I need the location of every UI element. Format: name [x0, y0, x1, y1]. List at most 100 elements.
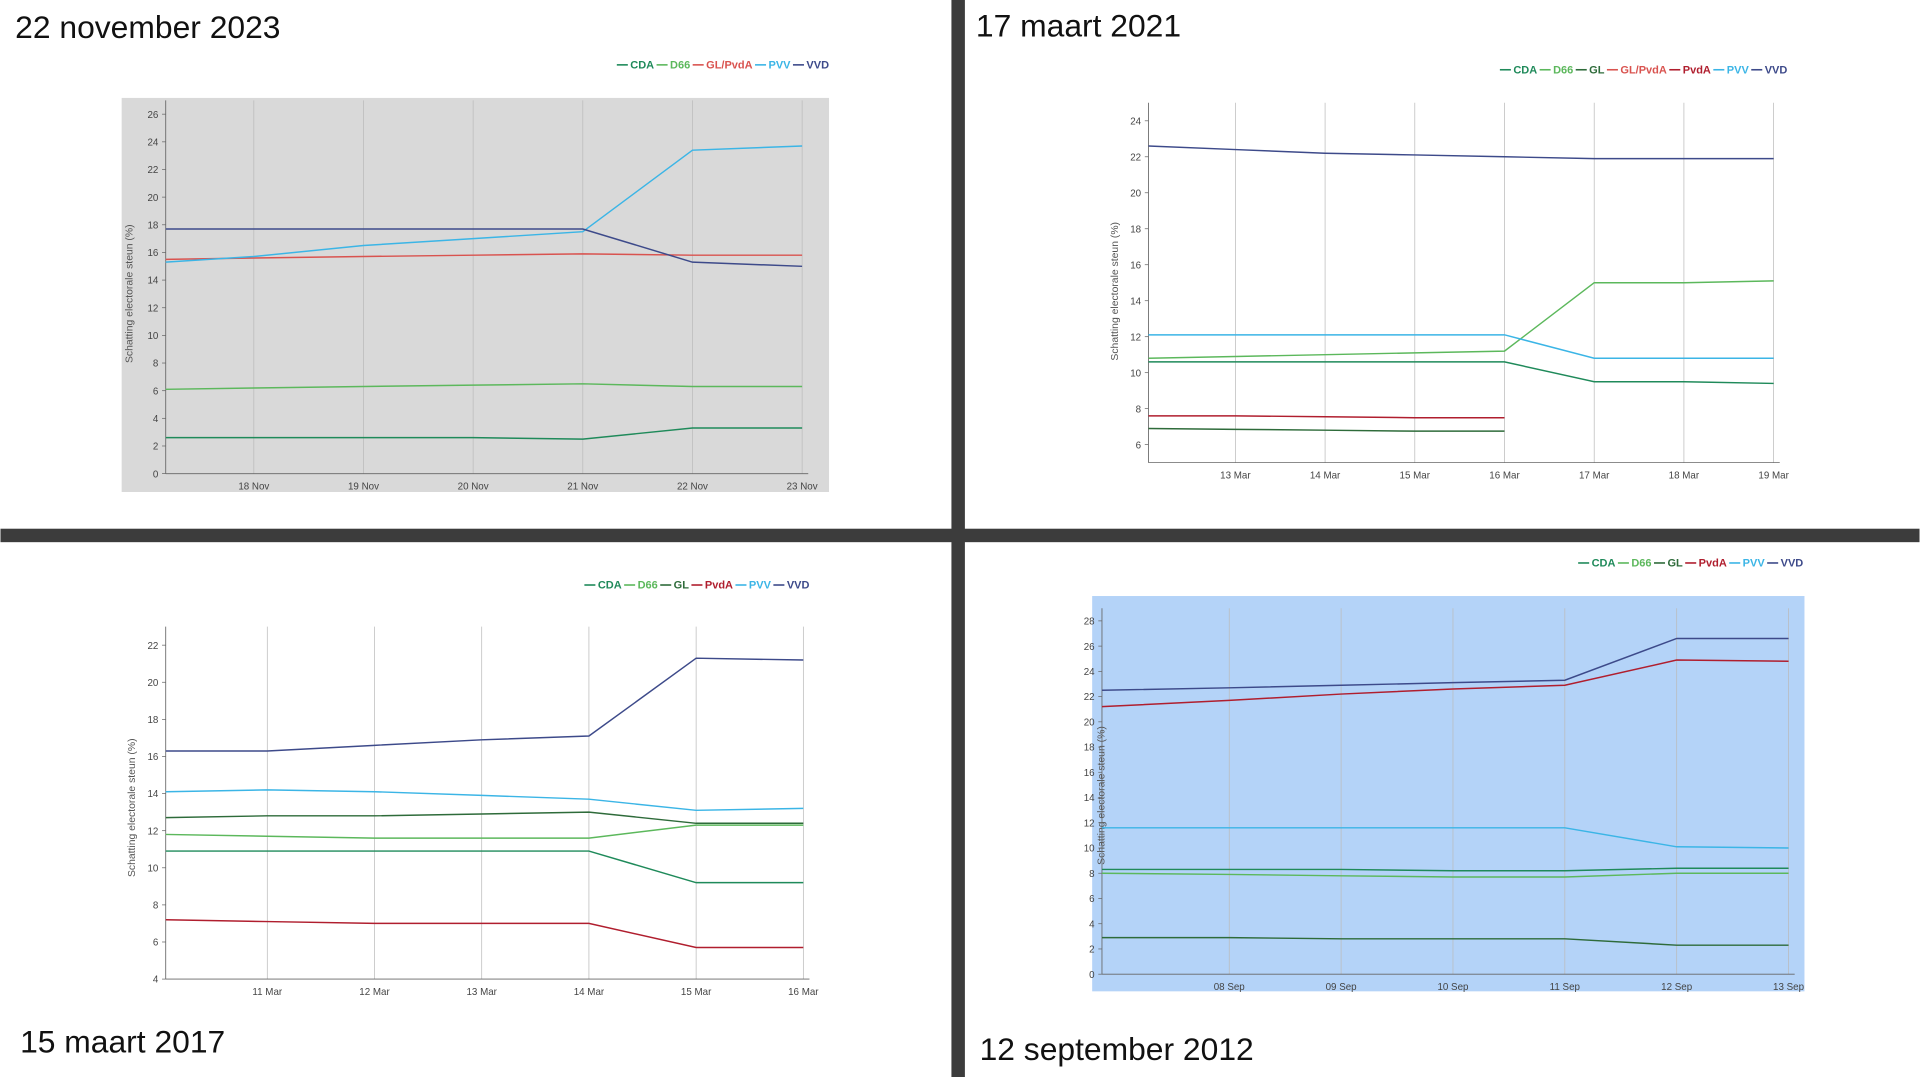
- y-tick-label: 6: [153, 938, 159, 949]
- series-line: [1101, 872, 1789, 878]
- y-tick-label: 0: [1089, 970, 1095, 981]
- series-line: [165, 145, 803, 263]
- x-tick-label: 14 Mar: [1310, 471, 1341, 482]
- series-line: [1101, 936, 1789, 946]
- legend-label: PVV: [1727, 64, 1750, 76]
- y-tick-label: 8: [1136, 404, 1142, 415]
- y-tick-label: 22: [1130, 152, 1141, 163]
- series-line: [1101, 659, 1789, 708]
- legend-label: PVV: [1743, 558, 1766, 570]
- y-tick-label: 4: [153, 414, 159, 425]
- legend-label: GL: [674, 580, 690, 592]
- y-tick-label: 14: [1084, 793, 1095, 804]
- x-tick-label: 14 Mar: [574, 987, 605, 998]
- legend-label: VVD: [1765, 64, 1788, 76]
- y-tick-label: 16: [1130, 260, 1141, 271]
- y-tick-label: 20: [147, 678, 158, 689]
- x-tick-label: 12 Mar: [359, 987, 390, 998]
- series-line: [165, 228, 803, 268]
- legend-label: D66: [670, 60, 690, 72]
- y-tick-label: 8: [153, 359, 159, 370]
- y-tick-label: 14: [147, 276, 158, 287]
- x-tick-label: 15 Mar: [681, 987, 712, 998]
- series-line: [165, 657, 804, 752]
- y-tick-label: 24: [147, 138, 158, 149]
- series-line: [165, 427, 803, 440]
- x-tick-label: 17 Mar: [1579, 471, 1610, 482]
- y-tick-label: 2: [1089, 945, 1094, 956]
- y-tick-label: 18: [1084, 743, 1095, 754]
- y-tick-label: 20: [1084, 717, 1095, 728]
- x-tick-label: 16 Mar: [788, 987, 819, 998]
- x-tick-label: 20 Nov: [458, 482, 489, 493]
- y-tick-label: 4: [153, 975, 159, 986]
- legend-label: PVV: [768, 60, 791, 72]
- y-tick-label: 24: [1084, 667, 1095, 678]
- y-tick-label: 16: [147, 752, 158, 763]
- y-tick-label: 0: [153, 469, 159, 480]
- series-line: [165, 850, 804, 884]
- x-tick-label: 12 Sep: [1661, 982, 1693, 993]
- y-tick-label: 18: [1130, 224, 1141, 235]
- series-line: [165, 383, 803, 391]
- y-tick-label: 20: [1130, 188, 1141, 199]
- x-tick-label: 18 Nov: [238, 482, 269, 493]
- y-tick-label: 18: [147, 220, 158, 231]
- legend-label: CDA: [1513, 64, 1537, 76]
- series-line: [1148, 334, 1774, 359]
- chart-title: 12 september 2012: [980, 1031, 1254, 1067]
- y-tick-label: 26: [1084, 642, 1095, 653]
- y-tick-label: 12: [147, 303, 158, 314]
- series-line: [1148, 145, 1774, 160]
- y-tick-label: 26: [147, 110, 158, 121]
- series-line: [1148, 361, 1774, 385]
- series-line: [165, 824, 804, 839]
- legend-label: CDA: [630, 60, 654, 72]
- legend-label: CDA: [598, 580, 622, 592]
- y-tick-label: 16: [147, 248, 158, 259]
- series-line: [1148, 280, 1774, 359]
- x-tick-label: 23 Nov: [787, 482, 818, 493]
- x-tick-label: 13 Mar: [466, 987, 497, 998]
- legend-label: PvdA: [705, 580, 733, 592]
- x-tick-label: 13 Sep: [1773, 982, 1805, 993]
- y-tick-label: 20: [147, 193, 158, 204]
- x-tick-label: 11 Mar: [252, 987, 282, 998]
- legend-label: VVD: [1781, 558, 1804, 570]
- series-line: [165, 253, 803, 261]
- legend-label: D66: [638, 580, 658, 592]
- x-tick-label: 22 Nov: [677, 482, 708, 493]
- x-tick-label: 21 Nov: [567, 482, 598, 493]
- legend-label: CDA: [1592, 558, 1616, 570]
- y-tick-label: 14: [1130, 296, 1141, 307]
- x-tick-label: 18 Mar: [1669, 471, 1700, 482]
- chart-title: 15 maart 2017: [20, 1024, 225, 1060]
- y-tick-label: 6: [153, 386, 159, 397]
- legend-label: GL/PvdA: [706, 60, 753, 72]
- y-axis-label: Schatting electorale steun (%): [125, 224, 136, 363]
- y-axis-label: Schatting electorale steun (%): [1110, 222, 1121, 361]
- y-tick-label: 2: [153, 442, 158, 453]
- x-tick-label: 15 Mar: [1400, 471, 1431, 482]
- y-tick-label: 14: [147, 789, 158, 800]
- y-tick-label: 4: [1089, 919, 1095, 930]
- legend-label: D66: [1553, 64, 1573, 76]
- series-line: [165, 918, 804, 949]
- legend-label: VVD: [806, 60, 829, 72]
- plot-background: [1092, 596, 1805, 992]
- x-tick-label: 08 Sep: [1214, 982, 1246, 993]
- legend-label: GL/PvdA: [1620, 64, 1667, 76]
- series-line: [1148, 415, 1505, 419]
- y-tick-label: 12: [1084, 818, 1095, 829]
- chart-title: 22 november 2023: [15, 9, 280, 45]
- legend-label: PVV: [749, 580, 772, 592]
- y-tick-label: 10: [147, 331, 158, 342]
- plot-background: [121, 97, 830, 492]
- y-tick-label: 12: [1130, 332, 1141, 343]
- chart-title: 17 maart 2021: [976, 8, 1181, 44]
- y-tick-label: 8: [1089, 869, 1095, 880]
- divider: [0, 528, 1920, 543]
- y-tick-label: 18: [147, 715, 158, 726]
